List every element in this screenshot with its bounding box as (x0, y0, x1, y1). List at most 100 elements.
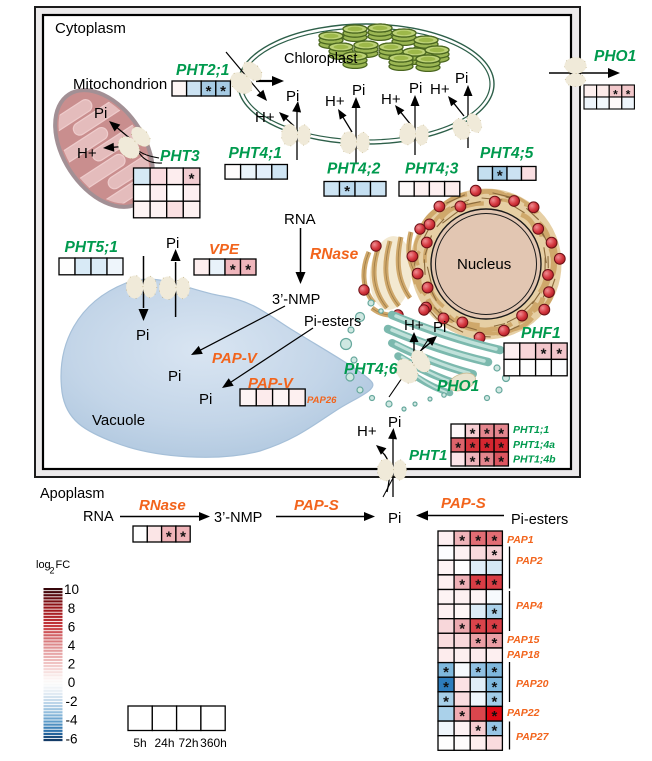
svg-text:PHO1: PHO1 (594, 48, 636, 65)
svg-text:Pi: Pi (286, 88, 299, 105)
svg-text:-4: -4 (65, 713, 77, 728)
svg-text:*: * (475, 533, 481, 550)
svg-text:Pi: Pi (455, 70, 468, 87)
svg-text:4: 4 (68, 638, 76, 653)
svg-text:H+: H+ (430, 81, 450, 98)
svg-text:*: * (491, 635, 497, 652)
svg-text:PHT4;2: PHT4;2 (327, 161, 381, 178)
svg-text:10: 10 (64, 582, 79, 597)
svg-text:*: * (475, 577, 481, 594)
svg-text:*: * (475, 620, 481, 637)
svg-text:*: * (470, 453, 476, 470)
svg-text:*: * (498, 453, 504, 470)
svg-text:RNA: RNA (284, 211, 316, 228)
svg-text:*: * (491, 533, 497, 550)
svg-text:*: * (443, 693, 449, 710)
svg-text:*: * (491, 664, 497, 681)
svg-text:H+: H+ (357, 423, 377, 440)
svg-text:*: * (491, 620, 497, 637)
svg-text:PAP20: PAP20 (516, 678, 549, 690)
svg-text:Pi: Pi (433, 319, 446, 336)
svg-text:PAP2: PAP2 (516, 555, 543, 567)
svg-text:*: * (344, 183, 350, 200)
svg-text:*: * (455, 439, 461, 456)
svg-text:Apoplasm: Apoplasm (40, 486, 104, 502)
svg-text:-2: -2 (65, 694, 77, 709)
svg-text:H+: H+ (325, 93, 345, 110)
svg-text:PHT4;5: PHT4;5 (480, 145, 534, 162)
svg-text:5h: 5h (133, 736, 146, 750)
svg-text:*: * (475, 723, 481, 740)
svg-text:*: * (475, 635, 481, 652)
svg-text:Chloroplast: Chloroplast (284, 51, 357, 67)
svg-text:*: * (484, 439, 490, 456)
svg-text:PAP-S: PAP-S (441, 495, 486, 512)
svg-text:24h: 24h (154, 736, 174, 750)
svg-text:*: * (498, 425, 504, 442)
svg-text:PHF1: PHF1 (521, 325, 561, 342)
svg-text:*: * (230, 261, 236, 278)
svg-text:PHO1: PHO1 (437, 378, 479, 395)
svg-text:72h: 72h (178, 736, 198, 750)
svg-text:PHT1: PHT1 (409, 447, 447, 464)
svg-text:Pi: Pi (352, 82, 365, 99)
svg-text:*: * (443, 679, 449, 696)
svg-text:PAP-V: PAP-V (248, 375, 295, 392)
svg-text:PHT4;3: PHT4;3 (405, 161, 459, 178)
svg-text:3’-NMP: 3’-NMP (214, 510, 262, 526)
svg-text:*: * (484, 425, 490, 442)
svg-text:*: * (613, 87, 618, 101)
svg-text:*: * (459, 620, 465, 637)
svg-text:6: 6 (68, 620, 76, 635)
svg-text:PAP26: PAP26 (307, 395, 337, 406)
svg-text:Nucleus: Nucleus (457, 256, 511, 273)
svg-text:*: * (498, 439, 504, 456)
svg-text:RNase: RNase (310, 246, 359, 263)
svg-text:*: * (541, 346, 547, 363)
svg-text:Pi: Pi (409, 80, 422, 97)
svg-text:Mitochondrion: Mitochondrion (73, 76, 167, 93)
svg-text:*: * (491, 547, 497, 564)
svg-text:H+: H+ (381, 91, 401, 108)
svg-text:*: * (491, 708, 497, 725)
svg-text:*: * (497, 168, 503, 185)
svg-text:log: log (36, 559, 51, 571)
svg-text:PHT2;1: PHT2;1 (176, 62, 229, 79)
svg-text:PAP4: PAP4 (516, 600, 543, 612)
svg-text:PAP22: PAP22 (507, 707, 540, 719)
svg-text:*: * (470, 425, 476, 442)
svg-text:Pi: Pi (94, 105, 107, 122)
svg-text:*: * (491, 577, 497, 594)
svg-text:*: * (626, 87, 631, 101)
svg-text:PHT3: PHT3 (160, 148, 200, 165)
svg-text:0: 0 (68, 675, 76, 690)
svg-text:-6: -6 (65, 732, 77, 747)
svg-text:*: * (491, 693, 497, 710)
svg-text:PHT1;1: PHT1;1 (513, 424, 549, 436)
svg-text:*: * (206, 83, 212, 100)
svg-text:*: * (220, 83, 226, 100)
svg-text:*: * (245, 261, 251, 278)
svg-text:PHT1;4b: PHT1;4b (513, 454, 556, 466)
svg-text:*: * (491, 606, 497, 623)
svg-text:PHT4;6: PHT4;6 (344, 361, 398, 378)
svg-text:RNase: RNase (139, 497, 186, 514)
svg-text:*: * (484, 453, 490, 470)
svg-text:PAP-S: PAP-S (294, 497, 339, 514)
svg-text:PAP27: PAP27 (516, 731, 550, 743)
svg-text:*: * (166, 528, 172, 545)
svg-text:*: * (491, 679, 497, 696)
svg-text:FC: FC (56, 559, 71, 571)
svg-text:*: * (459, 577, 465, 594)
svg-text:PHT1;4a: PHT1;4a (513, 439, 555, 451)
svg-text:Pi: Pi (388, 414, 401, 431)
svg-text:Pi-esters: Pi-esters (511, 512, 568, 528)
svg-text:Cytoplasm: Cytoplasm (55, 20, 126, 37)
svg-text:H+: H+ (255, 109, 275, 126)
svg-text:H+: H+ (77, 145, 97, 162)
svg-text:2: 2 (68, 657, 76, 672)
svg-text:2: 2 (50, 566, 55, 576)
svg-text:Vacuole: Vacuole (92, 412, 145, 429)
svg-text:Pi: Pi (199, 391, 212, 408)
svg-text:*: * (475, 664, 481, 681)
